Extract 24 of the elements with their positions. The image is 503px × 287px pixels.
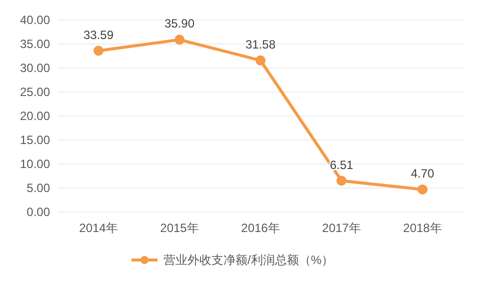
point (174, 34, 184, 45)
y-tick-label: 25.00 (20, 85, 50, 100)
y-tick-label: 30.00 (20, 61, 50, 76)
x-tick-label: 2016年 (241, 221, 280, 235)
y-tick-label: 5.00 (26, 181, 50, 196)
text: 35.90 (164, 16, 195, 31)
text: 4.70 (410, 166, 434, 180)
x-tick-label: 2018年 (403, 221, 442, 235)
x-tick-label: 2014年 (79, 221, 118, 235)
x-tick-label: 2015年 (160, 221, 199, 235)
x-tick-label: 2017年 (322, 221, 361, 235)
point (94, 46, 104, 56)
y-tick-label: 0.00 (26, 205, 50, 220)
y-tick-label: 20.00 (20, 109, 50, 124)
legend-label: 营业外收支净额/利润总额（%） (164, 253, 334, 268)
point (256, 55, 266, 66)
y-tick-label: 40.00 (20, 13, 50, 28)
y-tick-label: 15.00 (20, 133, 50, 148)
text: 31.58 (245, 37, 276, 52)
y-tick-label: 35.00 (20, 37, 50, 52)
point (336, 176, 346, 186)
y-tick-label: 10.00 (20, 157, 50, 172)
point (418, 184, 428, 194)
text: 33.59 (83, 28, 114, 42)
